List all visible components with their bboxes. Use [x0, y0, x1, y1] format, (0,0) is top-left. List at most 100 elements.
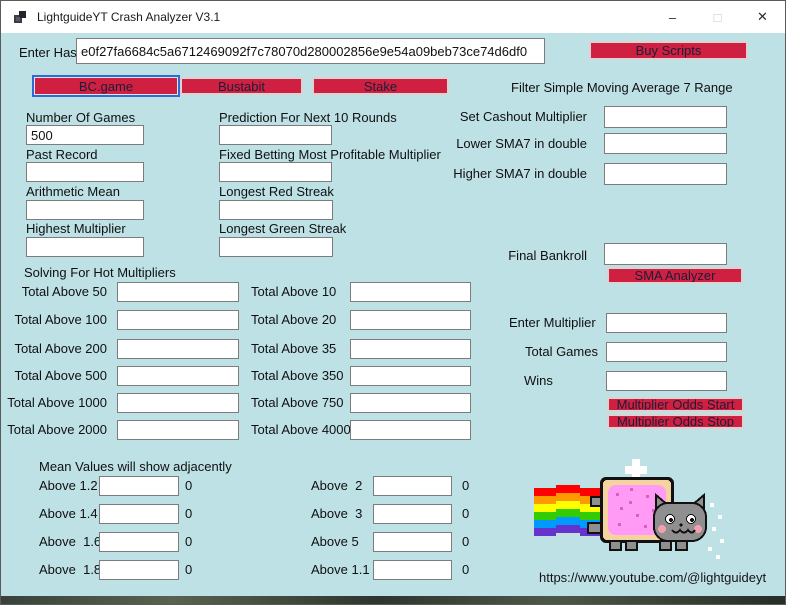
total-above-50-input[interactable] — [117, 282, 239, 302]
longest-green-streak-label: Longest Green Streak — [219, 221, 347, 236]
above-1-1-mean-value: 0 — [462, 562, 470, 577]
app-icon — [14, 11, 26, 23]
above-1-8-mean-value: 0 — [185, 562, 193, 577]
total-above-4000-input[interactable] — [350, 420, 471, 440]
hot-multipliers-heading: Solving For Hot Multipliers — [24, 265, 176, 280]
multiplier-odds-stop-button[interactable]: Multiplier Odds Stop — [607, 414, 744, 429]
total-above-350-label: Total Above 350 — [251, 368, 344, 383]
final-bankroll-input[interactable] — [604, 243, 727, 265]
wins-label: Wins — [524, 373, 553, 388]
total-above-100-label: Total Above 100 — [14, 312, 107, 327]
mean-values-heading: Mean Values will show adjacently — [39, 459, 232, 474]
above-1-6-input[interactable] — [99, 532, 179, 552]
wins-input[interactable] — [606, 371, 727, 391]
past-record-label: Past Record — [26, 147, 98, 162]
bustabit-button[interactable]: Bustabit — [180, 77, 303, 95]
total-games-input[interactable] — [606, 342, 727, 362]
longest-red-streak-input[interactable] — [219, 200, 333, 220]
arithmetic-mean-label: Arithmetic Mean — [26, 184, 120, 199]
prediction-label: Prediction For Next 10 Rounds — [219, 110, 397, 125]
above-1-2-label: Above 1.2 — [39, 478, 98, 493]
total-above-350-input[interactable] — [350, 366, 471, 386]
prediction-input[interactable] — [219, 125, 332, 145]
above-1-4-mean-value: 0 — [185, 506, 193, 521]
above-2-mean-value: 0 — [462, 478, 470, 493]
above-1-4-label: Above 1.4 — [39, 506, 98, 521]
total-above-750-input[interactable] — [350, 393, 471, 413]
above-3-label: Above 3 — [311, 506, 363, 521]
above-1-8-input[interactable] — [99, 560, 179, 580]
total-above-500-input[interactable] — [117, 366, 239, 386]
total-above-1000-input[interactable] — [117, 393, 239, 413]
above-5-label: Above 5 — [311, 534, 359, 549]
bcgame-button-label: BC.game — [35, 78, 177, 94]
minimize-icon[interactable]: – — [668, 9, 677, 25]
total-above-200-label: Total Above 200 — [14, 341, 107, 356]
total-above-2000-input[interactable] — [117, 420, 239, 440]
above-2-label: Above 2 — [311, 478, 363, 493]
higher-sma7-input[interactable] — [604, 163, 727, 185]
total-above-750-label: Total Above 750 — [251, 395, 344, 410]
enter-multiplier-label: Enter Multiplier — [509, 315, 596, 330]
above-5-input[interactable] — [373, 532, 452, 552]
above-2-input[interactable] — [373, 476, 452, 496]
enter-multiplier-input[interactable] — [606, 313, 727, 333]
past-record-input[interactable] — [26, 162, 144, 182]
buy-scripts-button[interactable]: Buy Scripts — [589, 41, 748, 60]
final-bankroll-label: Final Bankroll — [508, 248, 587, 263]
above-1-6-label: Above 1.6 — [39, 534, 102, 549]
close-icon[interactable]: ✕ — [757, 9, 768, 24]
total-above-10-label: Total Above 10 — [251, 284, 337, 299]
maximize-icon[interactable]: □ — [713, 9, 722, 25]
fixed-betting-label: Fixed Betting Most Profitable Multiplier — [219, 147, 441, 162]
total-above-100-input[interactable] — [117, 310, 239, 330]
total-above-20-label: Total Above 20 — [251, 312, 337, 327]
enter-hash-label: Enter Hash — [19, 45, 85, 60]
highest-multiplier-input[interactable] — [26, 237, 144, 257]
stake-button[interactable]: Stake — [312, 77, 449, 95]
total-above-2000-label: Total Above 2000 — [7, 422, 107, 437]
above-1-1-label: Above 1.1 — [311, 562, 370, 577]
longest-green-streak-input[interactable] — [219, 237, 333, 257]
longest-red-streak-label: Longest Red Streak — [219, 184, 334, 199]
number-of-games-label: Number Of Games — [26, 110, 136, 125]
filter-sma-label: Filter Simple Moving Average 7 Range — [511, 80, 733, 95]
sma-analyzer-button[interactable]: SMA Analyzer — [607, 267, 743, 284]
above-1-6-mean-value: 0 — [185, 534, 193, 549]
title-bar: LightguideYT Crash Analyzer V3.1 – □ ✕ — [1, 1, 785, 33]
total-above-10-input[interactable] — [350, 282, 471, 302]
client-area: Enter Hash Buy Scripts BC.game Bustabit … — [1, 33, 785, 598]
number-of-games-input[interactable] — [26, 125, 144, 145]
above-5-mean-value: 0 — [462, 534, 470, 549]
set-cashout-input[interactable] — [604, 106, 727, 128]
higher-sma7-label: Higher SMA7 in double — [453, 166, 587, 181]
desktop-background-strip — [1, 596, 785, 604]
total-above-500-label: Total Above 500 — [14, 368, 107, 383]
fixed-betting-input[interactable] — [219, 162, 332, 182]
above-3-input[interactable] — [373, 504, 452, 524]
window-title: LightguideYT Crash Analyzer V3.1 — [37, 10, 221, 24]
total-above-4000-label: Total Above 4000 — [251, 422, 351, 437]
above-1-4-input[interactable] — [99, 504, 179, 524]
lower-sma7-input[interactable] — [604, 133, 727, 154]
total-above-1000-label: Total Above 1000 — [7, 395, 107, 410]
above-1-2-input[interactable] — [99, 476, 179, 496]
above-1-8-label: Above 1.8 — [39, 562, 102, 577]
total-above-35-input[interactable] — [350, 339, 471, 359]
nyan-cat-image — [534, 459, 724, 559]
set-cashout-label: Set Cashout Multiplier — [459, 109, 587, 124]
lower-sma7-label: Lower SMA7 in double — [456, 136, 587, 151]
arithmetic-mean-input[interactable] — [26, 200, 144, 220]
total-above-200-input[interactable] — [117, 339, 239, 359]
above-1-1-input[interactable] — [373, 560, 452, 580]
total-above-35-label: Total Above 35 — [251, 341, 337, 356]
total-games-label: Total Games — [525, 344, 598, 359]
hash-input[interactable] — [76, 38, 545, 64]
youtube-link[interactable]: https://www.youtube.com/@lightguideyt — [539, 570, 767, 585]
above-1-2-mean-value: 0 — [185, 478, 193, 493]
total-above-50-label: Total Above 50 — [21, 284, 107, 299]
total-above-20-input[interactable] — [350, 310, 471, 330]
multiplier-odds-start-button[interactable]: Multiplier Odds Start — [607, 397, 744, 412]
bcgame-button[interactable]: BC.game — [32, 75, 180, 97]
